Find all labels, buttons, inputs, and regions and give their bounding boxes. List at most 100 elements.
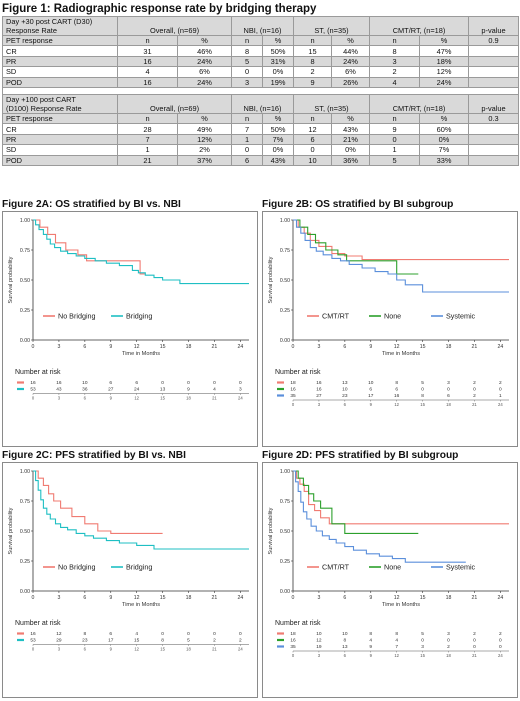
percent-column-header: % — [177, 34, 232, 47]
table-row: PR 16 24% 5 31% 8 24% 3 18% — [2, 55, 520, 68]
risk-count: 8 — [395, 380, 398, 386]
table-cell: 1 — [369, 144, 420, 156]
table-cell: 19% — [262, 76, 294, 88]
legend-label: Systemic — [446, 312, 476, 321]
figure-1: Figure 1: Radiographic response rate by … — [1, 2, 520, 166]
response-category: PR — [2, 133, 118, 146]
time-point-label-line2: Response Rate — [6, 26, 57, 35]
table-row: POD 21 37% 6 43% 10 36% 5 33% — [2, 154, 520, 166]
risk-count: 10 — [342, 387, 348, 393]
y-axis-label: Survival probability — [268, 256, 274, 303]
time-point-label-line1: Day +100 post CART — [6, 94, 76, 104]
risk-count: 15 — [134, 638, 140, 644]
risk-count: 2 — [213, 638, 216, 644]
risk-count: 8 — [421, 393, 424, 399]
risk-count: 16 — [394, 393, 400, 399]
percent-column-header: % — [262, 112, 294, 125]
risk-axis-tick-label: 21 — [472, 402, 477, 407]
table-cell: 12% — [418, 66, 470, 78]
risk-count: 0 — [421, 638, 424, 644]
x-tick-label: 0 — [32, 344, 35, 350]
risk-count: 0 — [213, 631, 216, 637]
risk-count: 53 — [30, 638, 36, 644]
risk-count: 3 — [239, 387, 242, 393]
table-subheader-row: PET response n% n% n% n% 0.3 — [2, 112, 520, 125]
x-tick-label: 0 — [292, 595, 295, 601]
x-tick-label: 15 — [420, 595, 426, 601]
risk-count: 5 — [187, 638, 190, 644]
risk-count: 0 — [421, 387, 424, 393]
table-row: SD 4 6% 0 0% 2 6% 2 12% — [2, 66, 520, 78]
risk-count: 3 — [447, 380, 450, 386]
percent-column-header: % — [418, 112, 470, 125]
risk-count: 8 — [369, 631, 372, 637]
table-row: PR 7 12% 1 7% 6 21% 0 0% — [2, 133, 520, 146]
group-header: NBI, (n=16) — [231, 16, 294, 36]
group-header: ST, (n=35) — [293, 93, 370, 114]
legend-label: No Bridging — [58, 563, 96, 572]
table-cell: 7% — [262, 133, 294, 146]
km-chart-box: 0.00 0.25 0.50 0.75 1.00 0 3 6 9 12 15 18 21 24 Time i… — [2, 462, 258, 698]
group-header: Overall, (n=69) — [117, 93, 232, 114]
pvalue-header: p-value — [468, 16, 520, 36]
risk-count: 13 — [342, 644, 348, 650]
response-category: PR — [2, 55, 118, 68]
risk-axis-tick-label: 3 — [318, 402, 321, 407]
table-cell: 18% — [418, 55, 470, 68]
table-cell: 21% — [331, 133, 370, 146]
pet-response-label: PET response — [2, 112, 118, 125]
risk-axis-tick-label: 15 — [160, 647, 165, 652]
empty-cell — [468, 45, 520, 57]
legend-label: Bridging — [126, 312, 152, 321]
table-row: SD 1 2% 0 0% 0 0% 1 7% — [2, 144, 520, 156]
table-row: POD 16 24% 3 19% 9 26% 4 24% — [2, 76, 520, 88]
risk-count: 16 — [316, 387, 322, 393]
risk-count: 8 — [395, 631, 398, 637]
risk-count: 0 — [499, 387, 502, 393]
risk-axis-tick-label: 0 — [32, 647, 35, 652]
x-tick-label: 24 — [497, 344, 503, 350]
table-cell: 6 — [231, 154, 263, 166]
y-tick-label: 0.00 — [280, 338, 290, 344]
y-tick-label: 0.75 — [280, 248, 290, 254]
table-cell: 6% — [177, 66, 232, 78]
y-tick-label: 0.50 — [280, 278, 290, 284]
table-cell: 3 — [231, 76, 263, 88]
risk-count: 6 — [395, 387, 398, 393]
risk-count: 3 — [447, 631, 450, 637]
y-tick-label: 0.25 — [20, 559, 30, 565]
risk-count: 13 — [160, 387, 166, 393]
n-column-header: n — [117, 34, 178, 47]
panel-title: Figure 2D: PFS stratified by BI subgroup — [262, 450, 459, 461]
risk-count: 0 — [213, 380, 216, 386]
risk-axis-tick-label: 15 — [160, 396, 165, 401]
x-tick-label: 24 — [237, 344, 243, 350]
panel-2d: Figure 2D: PFS stratified by BI subgroup… — [262, 449, 518, 698]
risk-axis-tick-label: 15 — [420, 402, 425, 407]
risk-axis-tick-label: 9 — [370, 402, 373, 407]
table-cell: 12 — [293, 123, 332, 135]
x-tick-label: 3 — [317, 595, 320, 601]
table-cell: 50% — [262, 45, 294, 57]
risk-count: 16 — [56, 380, 62, 386]
n-column-header: n — [369, 112, 420, 125]
time-point-label: Day +30 post CART (D30) Response Rate — [2, 16, 118, 36]
survival-curve-systemic — [293, 219, 509, 293]
time-point-label-line1: Day +30 post CART (D30) — [6, 17, 93, 27]
table-cell: 31% — [262, 55, 294, 68]
risk-count: 6 — [135, 380, 138, 386]
empty-cell — [468, 133, 520, 146]
survival-curve-bridging — [33, 219, 249, 285]
survival-curve-no-bridging — [33, 219, 146, 275]
risk-count: 10 — [82, 380, 88, 386]
y-tick-label: 1.00 — [280, 469, 290, 475]
table-row: CR 31 46% 8 50% 15 44% 8 47% — [2, 45, 520, 57]
risk-count: 0 — [161, 380, 164, 386]
risk-count: 16 — [290, 387, 296, 393]
table-cell: 28 — [117, 123, 178, 135]
pvalue-value: 0.3 — [468, 112, 520, 125]
x-tick-label: 18 — [186, 595, 192, 601]
x-tick-label: 15 — [160, 344, 166, 350]
risk-count: 43 — [56, 387, 62, 393]
